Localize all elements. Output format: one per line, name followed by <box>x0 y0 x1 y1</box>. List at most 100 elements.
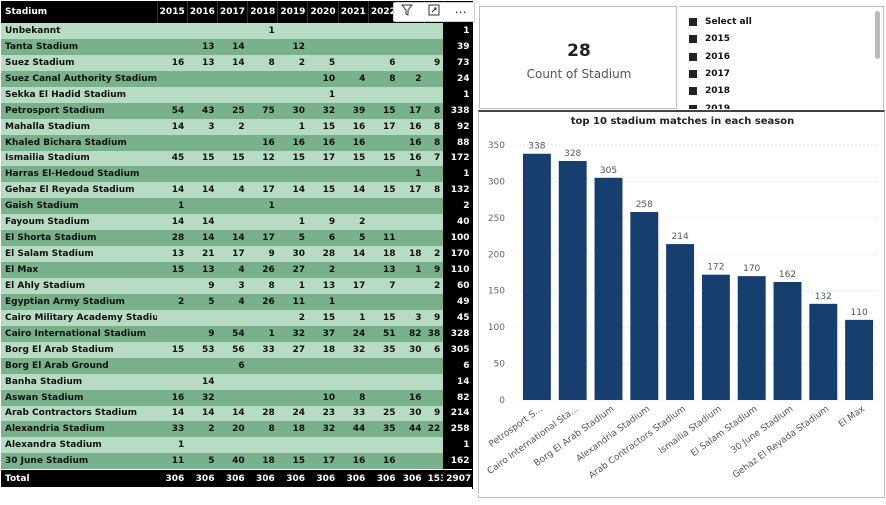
table-row[interactable]: Fayoum Stadium 14 14 1 9 2 40 <box>1 214 472 231</box>
filter-icon[interactable] <box>398 4 416 20</box>
value-cell: 8 <box>247 421 278 438</box>
value-cell <box>217 86 248 103</box>
value-cell: 7 <box>424 150 444 167</box>
value-cell: 11 <box>368 230 399 247</box>
year-column-header[interactable]: 2017 <box>217 1 249 23</box>
table-row[interactable]: Mahalla Stadium 14 3 2 1 15 16 17 16 8 92 <box>1 118 472 135</box>
table-row[interactable]: El Max 15 13 4 26 27 2 13 1 9 110 <box>1 262 472 278</box>
table-row[interactable]: Borg El Arab Ground 6 6 <box>1 357 472 374</box>
value-cell: 56 <box>217 341 248 358</box>
value-cell: 54 <box>157 102 188 119</box>
table-row[interactable]: El Ahly Stadium 9 3 8 1 13 17 7 2 60 <box>1 278 472 294</box>
row-total-cell: 100 <box>443 230 472 247</box>
table-row[interactable]: Tanta Stadium 13 14 12 39 <box>1 38 472 55</box>
more-options-icon[interactable]: ⋯ <box>454 5 467 19</box>
year-column-header[interactable]: 2016 <box>187 1 218 23</box>
table-row[interactable]: Cairo Military Academy Stadium 2 15 1 15 3 9 45 <box>1 309 472 326</box>
value-cell <box>157 357 188 374</box>
bar[interactable] <box>845 319 874 400</box>
table-row[interactable]: Gaish Stadium 1 1 2 <box>1 198 472 215</box>
value-cell: 27 <box>277 341 308 358</box>
value-cell <box>424 389 444 406</box>
bar[interactable] <box>701 274 730 400</box>
table-row[interactable]: Petrosport Stadium 54 43 25 75 30 32 39 15 17 8 338 <box>1 102 472 119</box>
value-cell: 5 <box>307 54 339 71</box>
table-row[interactable]: El Shorta Stadium 28 14 14 17 5 6 5 11 100 <box>1 230 472 247</box>
table-row[interactable]: 30 June Stadium 11 5 40 18 15 17 16 16 162 <box>1 453 472 470</box>
slicer-item[interactable]: 2018 <box>689 84 730 98</box>
stadium-name-cell: Aswan Stadium <box>1 389 158 406</box>
value-cell: 16 <box>247 134 278 151</box>
data-label: 305 <box>600 166 617 176</box>
bar[interactable] <box>594 177 623 400</box>
table-row[interactable]: Banha Stadium 14 14 <box>1 373 472 390</box>
table-row[interactable]: Cairo International Stadium 9 54 1 32 37 24 51 8… <box>1 325 472 342</box>
year-column-header[interactable]: 2022 <box>368 1 400 23</box>
table-row[interactable]: Suez Canal Authority Stadium 10 4 8 2 24 <box>1 70 472 87</box>
stadium-column-header[interactable]: Stadium <box>1 1 158 23</box>
card-label: Count of Stadium <box>526 67 632 81</box>
year-column-header[interactable]: 2018 <box>247 1 279 23</box>
table-row[interactable]: Gehaz El Reyada Stadium 14 14 4 17 14 15 14 15 17… <box>1 182 472 199</box>
bar[interactable] <box>558 161 587 400</box>
row-total-cell: 88 <box>443 134 472 151</box>
table-row[interactable]: Ismailia Stadium 45 15 15 12 15 17 15 15 16 7 172 <box>1 150 472 167</box>
value-cell <box>398 230 425 247</box>
table-row[interactable]: Borg El Arab Stadium 15 53 56 33 27 18 32 35 30 6 3… <box>1 341 472 358</box>
table-row[interactable]: El Salam Stadium 13 21 17 9 30 28 14 18 18 2 170 <box>1 246 472 263</box>
value-cell: 37 <box>307 325 339 342</box>
slicer-item-label: 2018 <box>705 86 731 97</box>
year-column-header[interactable]: 2019 <box>277 1 309 23</box>
focus-mode-icon[interactable] <box>425 4 443 20</box>
table-row[interactable]: Arab Contractors Stadium 14 14 14 28 24 23 33 25… <box>1 405 472 422</box>
year-column-header[interactable]: 2020 <box>307 1 339 23</box>
value-cell <box>398 293 425 310</box>
value-cell: 30 <box>277 102 308 119</box>
table-row[interactable]: Aswan Stadium 16 32 10 8 16 82 <box>1 389 472 406</box>
value-cell: 30 <box>398 405 425 422</box>
checkbox-icon[interactable] <box>689 52 697 61</box>
bar[interactable] <box>773 281 802 400</box>
value-cell <box>217 134 248 151</box>
checkbox-icon[interactable] <box>689 18 697 26</box>
slicer-scrollbar[interactable] <box>875 11 880 59</box>
bar[interactable] <box>737 276 766 400</box>
bar[interactable] <box>630 212 659 400</box>
value-cell: 13 <box>368 262 399 278</box>
bar[interactable] <box>666 244 695 400</box>
slicer-item[interactable]: 2019 <box>689 102 730 109</box>
value-cell <box>398 198 425 215</box>
value-cell: 10 <box>307 70 339 87</box>
table-row[interactable]: Harras El-Hedoud Stadium 1 1 <box>1 166 472 183</box>
checkbox-icon[interactable] <box>689 104 697 109</box>
checkbox-icon[interactable] <box>689 87 697 96</box>
row-total-cell: 24 <box>443 70 472 87</box>
table-row[interactable]: Alexandra Stadium 1 1 <box>1 437 472 454</box>
value-cell: 7 <box>368 278 399 294</box>
value-cell <box>424 166 444 183</box>
value-cell: 15 <box>368 102 399 119</box>
value-cell: 1 <box>247 23 278 39</box>
slicer-item[interactable]: 2017 <box>689 67 730 81</box>
bar[interactable] <box>809 303 838 400</box>
row-total-cell: 132 <box>443 182 472 199</box>
value-cell: 8 <box>338 389 369 406</box>
table-row[interactable]: Khaled Bichara Stadium 16 16 16 16 16 8 88 <box>1 134 472 151</box>
table-row[interactable]: Egyptian Army Stadium 2 5 4 26 11 1 49 <box>1 293 472 310</box>
slicer-select-all[interactable]: Select all <box>689 15 752 29</box>
year-column-header[interactable]: 2015 <box>157 1 188 23</box>
table-row[interactable]: Alexandria Stadium 33 2 20 8 18 32 44 35 44 22 258 <box>1 421 472 438</box>
year-column-header[interactable]: 2021 <box>338 1 369 23</box>
table-row[interactable]: Unbekannt 1 1 <box>1 23 472 39</box>
value-cell <box>424 437 444 454</box>
table-row[interactable]: Suez Stadium 16 13 14 8 2 5 6 9 73 <box>1 54 472 71</box>
slicer-item-label: 2015 <box>705 34 731 45</box>
table-row[interactable]: Sekka El Hadid Stadium 1 1 <box>1 86 472 103</box>
checkbox-icon[interactable] <box>689 69 697 78</box>
value-cell: 14 <box>277 182 308 199</box>
slicer-item[interactable]: 2016 <box>689 50 730 64</box>
checkbox-icon[interactable] <box>689 35 697 44</box>
slicer-item[interactable]: 2015 <box>689 32 730 46</box>
bar[interactable] <box>522 153 551 400</box>
